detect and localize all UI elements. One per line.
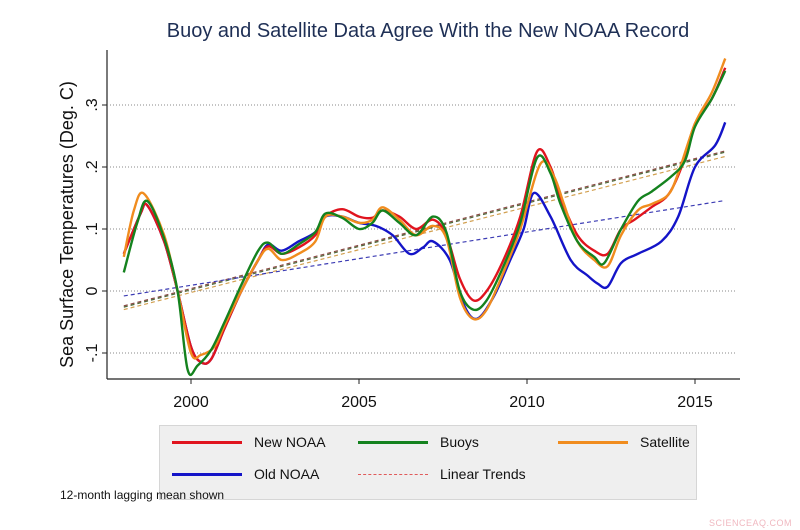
series-line-buoys bbox=[122, 70, 727, 376]
legend: New NOAA Buoys Satellite Old NOAA Linear… bbox=[159, 425, 697, 500]
trend-line bbox=[123, 199, 726, 297]
legend-swatch bbox=[358, 440, 428, 444]
y-axis-title: Sea Surface Temperatures (Deg. C) bbox=[57, 81, 77, 368]
legend-swatch bbox=[172, 472, 242, 476]
series-line-new-noaa bbox=[122, 67, 727, 365]
series-line-old-noaa bbox=[122, 121, 727, 365]
legend-item-buoys: Buoys bbox=[358, 434, 479, 450]
x-tick-label: 2005 bbox=[341, 394, 377, 411]
series-line-satellite bbox=[122, 58, 727, 360]
y-tick-label: .2 bbox=[84, 160, 101, 173]
y-tick-label: .1 bbox=[84, 222, 101, 235]
trend-line bbox=[123, 150, 726, 307]
y-tick-label: -.1 bbox=[84, 344, 101, 363]
legend-label: Satellite bbox=[640, 434, 690, 450]
x-tick-label: 2010 bbox=[509, 394, 545, 411]
legend-label: Old NOAA bbox=[254, 466, 320, 482]
legend-label: Linear Trends bbox=[440, 466, 526, 482]
x-tick-label: 2015 bbox=[677, 394, 713, 411]
y-tick-label: .3 bbox=[84, 98, 101, 111]
watermark: SCIENCEAQ.COM bbox=[708, 518, 792, 528]
legend-swatch bbox=[172, 440, 242, 444]
legend-label: Buoys bbox=[440, 434, 479, 450]
legend-item-old-noaa: Old NOAA bbox=[172, 466, 319, 482]
x-tick-label: 2000 bbox=[173, 394, 209, 411]
legend-item-new-noaa: New NOAA bbox=[172, 434, 326, 450]
legend-swatch bbox=[358, 473, 428, 475]
legend-item-satellite: Satellite bbox=[558, 434, 690, 450]
legend-item-linear-trends: Linear Trends bbox=[358, 466, 526, 482]
y-tick-label: 0 bbox=[84, 286, 101, 295]
legend-swatch bbox=[558, 440, 628, 444]
footnote: 12-month lagging mean shown bbox=[60, 488, 225, 502]
chart-title: Buoy and Satellite Data Agree With the N… bbox=[166, 20, 690, 42]
trend-line bbox=[123, 155, 726, 311]
legend-label: New NOAA bbox=[254, 434, 326, 450]
